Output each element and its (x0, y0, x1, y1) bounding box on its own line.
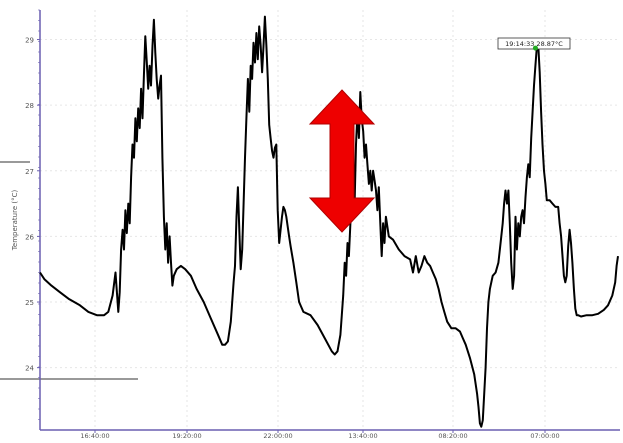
peak-marker (532, 45, 538, 51)
x-tick-label: 13:40:00 (348, 432, 377, 439)
reference-lines (0, 161, 138, 380)
x-tick-label: 16:40:00 (80, 432, 109, 439)
peak-annotation: 19:14:33 28.87°C (497, 37, 571, 51)
x-tick-label: 07:00:00 (530, 432, 559, 439)
x-tick-label: 08:20:00 (438, 432, 467, 439)
x-tick-labels: 16:40:00 19:20:00 22:00:00 13:40:00 08:20:00… (80, 430, 560, 440)
y-tick-label: 29 (25, 37, 34, 45)
x-tick-label: 22:00:00 (263, 432, 292, 439)
y-tick-labels: 24 25 26 27 28 29 (25, 9, 40, 420)
y-tick-label: 28 (25, 102, 34, 110)
y-tick-label: 24 (25, 365, 34, 373)
y-tick-label: 25 (25, 299, 34, 307)
x-tick-label: 19:20:00 (172, 432, 201, 439)
y-axis-label: Temperature (°C) (11, 190, 19, 252)
annotation-label: 19:14:33 28.87°C (505, 40, 563, 48)
y-tick-label: 26 (25, 233, 34, 241)
y-tick-label: 27 (25, 168, 34, 176)
double-arrow-icon (308, 89, 376, 233)
